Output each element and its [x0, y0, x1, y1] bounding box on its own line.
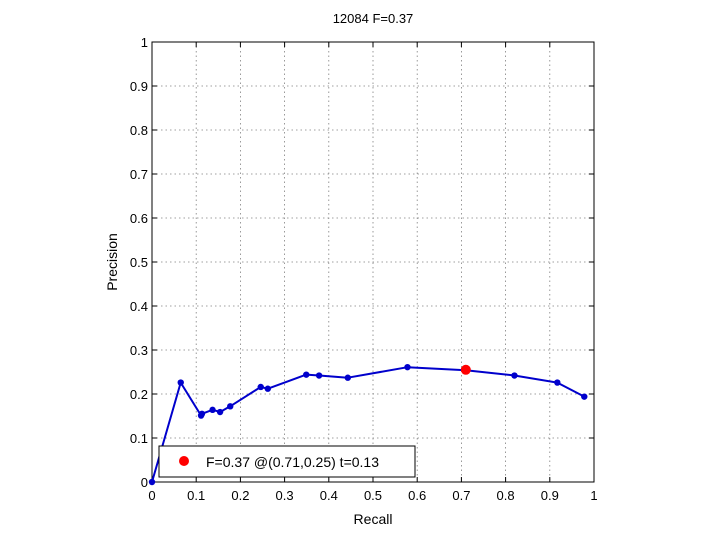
y-tick-label: 0.1: [130, 431, 148, 446]
data-point: [404, 363, 411, 371]
grid-lines: [152, 42, 594, 482]
y-tick-label: 0.3: [130, 343, 148, 358]
y-tick-label: 0.9: [130, 79, 148, 94]
data-point: [303, 371, 310, 378]
x-tick-label: 0.5: [364, 488, 382, 503]
data-point: [264, 385, 272, 392]
data-point: [554, 379, 561, 386]
x-tick-label: 0.1: [187, 488, 205, 503]
legend-text: F=0.37 @(0.71,0.25) t=0.13: [206, 454, 379, 470]
data-point: [511, 372, 518, 379]
data-point: [344, 374, 352, 381]
x-tick-label: 0.7: [452, 488, 470, 503]
data-point: [227, 403, 234, 410]
y-tick-label: 0.4: [130, 299, 148, 314]
y-tick-label: 0.7: [130, 167, 148, 182]
x-tick-label: 1: [590, 488, 597, 503]
data-point: [581, 393, 588, 400]
data-point: [198, 410, 206, 417]
y-tick-label: 0.8: [130, 123, 148, 138]
data-point: [257, 383, 264, 391]
axis-ticks: 0 0.1 0.2 0.3 0.4 0.5 0.6 0.7 0.8 0.9 1 0 0.1 0.2 0.3 0…: [130, 35, 598, 503]
data-point: [177, 379, 184, 386]
legend: F=0.37 @(0.71,0.25) t=0.13: [158, 445, 416, 478]
data-point: [216, 408, 224, 416]
x-tick-label: 0.9: [541, 488, 559, 503]
best-f-point: [460, 364, 471, 375]
x-tick-label: 0.6: [408, 488, 426, 503]
data-point: [315, 372, 323, 379]
y-tick-label: 0.2: [130, 387, 148, 402]
legend-box: [158, 445, 416, 478]
y-tick-label: 1: [141, 35, 148, 50]
x-tick-label: 0.8: [497, 488, 515, 503]
y-axis-label: Precision: [104, 233, 120, 291]
chart-title: 12084 F=0.37: [333, 11, 414, 26]
x-tick-label: 0: [148, 488, 155, 503]
legend-marker: [179, 456, 189, 466]
y-tick-label: 0.5: [130, 255, 148, 270]
x-tick-label: 0.4: [320, 488, 338, 503]
y-tick-label: 0: [141, 475, 148, 490]
x-axis-label: Recall: [354, 511, 393, 527]
y-tick-label: 0.6: [130, 211, 148, 226]
data-point: [148, 478, 156, 486]
x-tick-label: 0.3: [276, 488, 294, 503]
series-group: [148, 363, 588, 486]
x-tick-label: 0.2: [231, 488, 249, 503]
data-point: [209, 406, 216, 414]
